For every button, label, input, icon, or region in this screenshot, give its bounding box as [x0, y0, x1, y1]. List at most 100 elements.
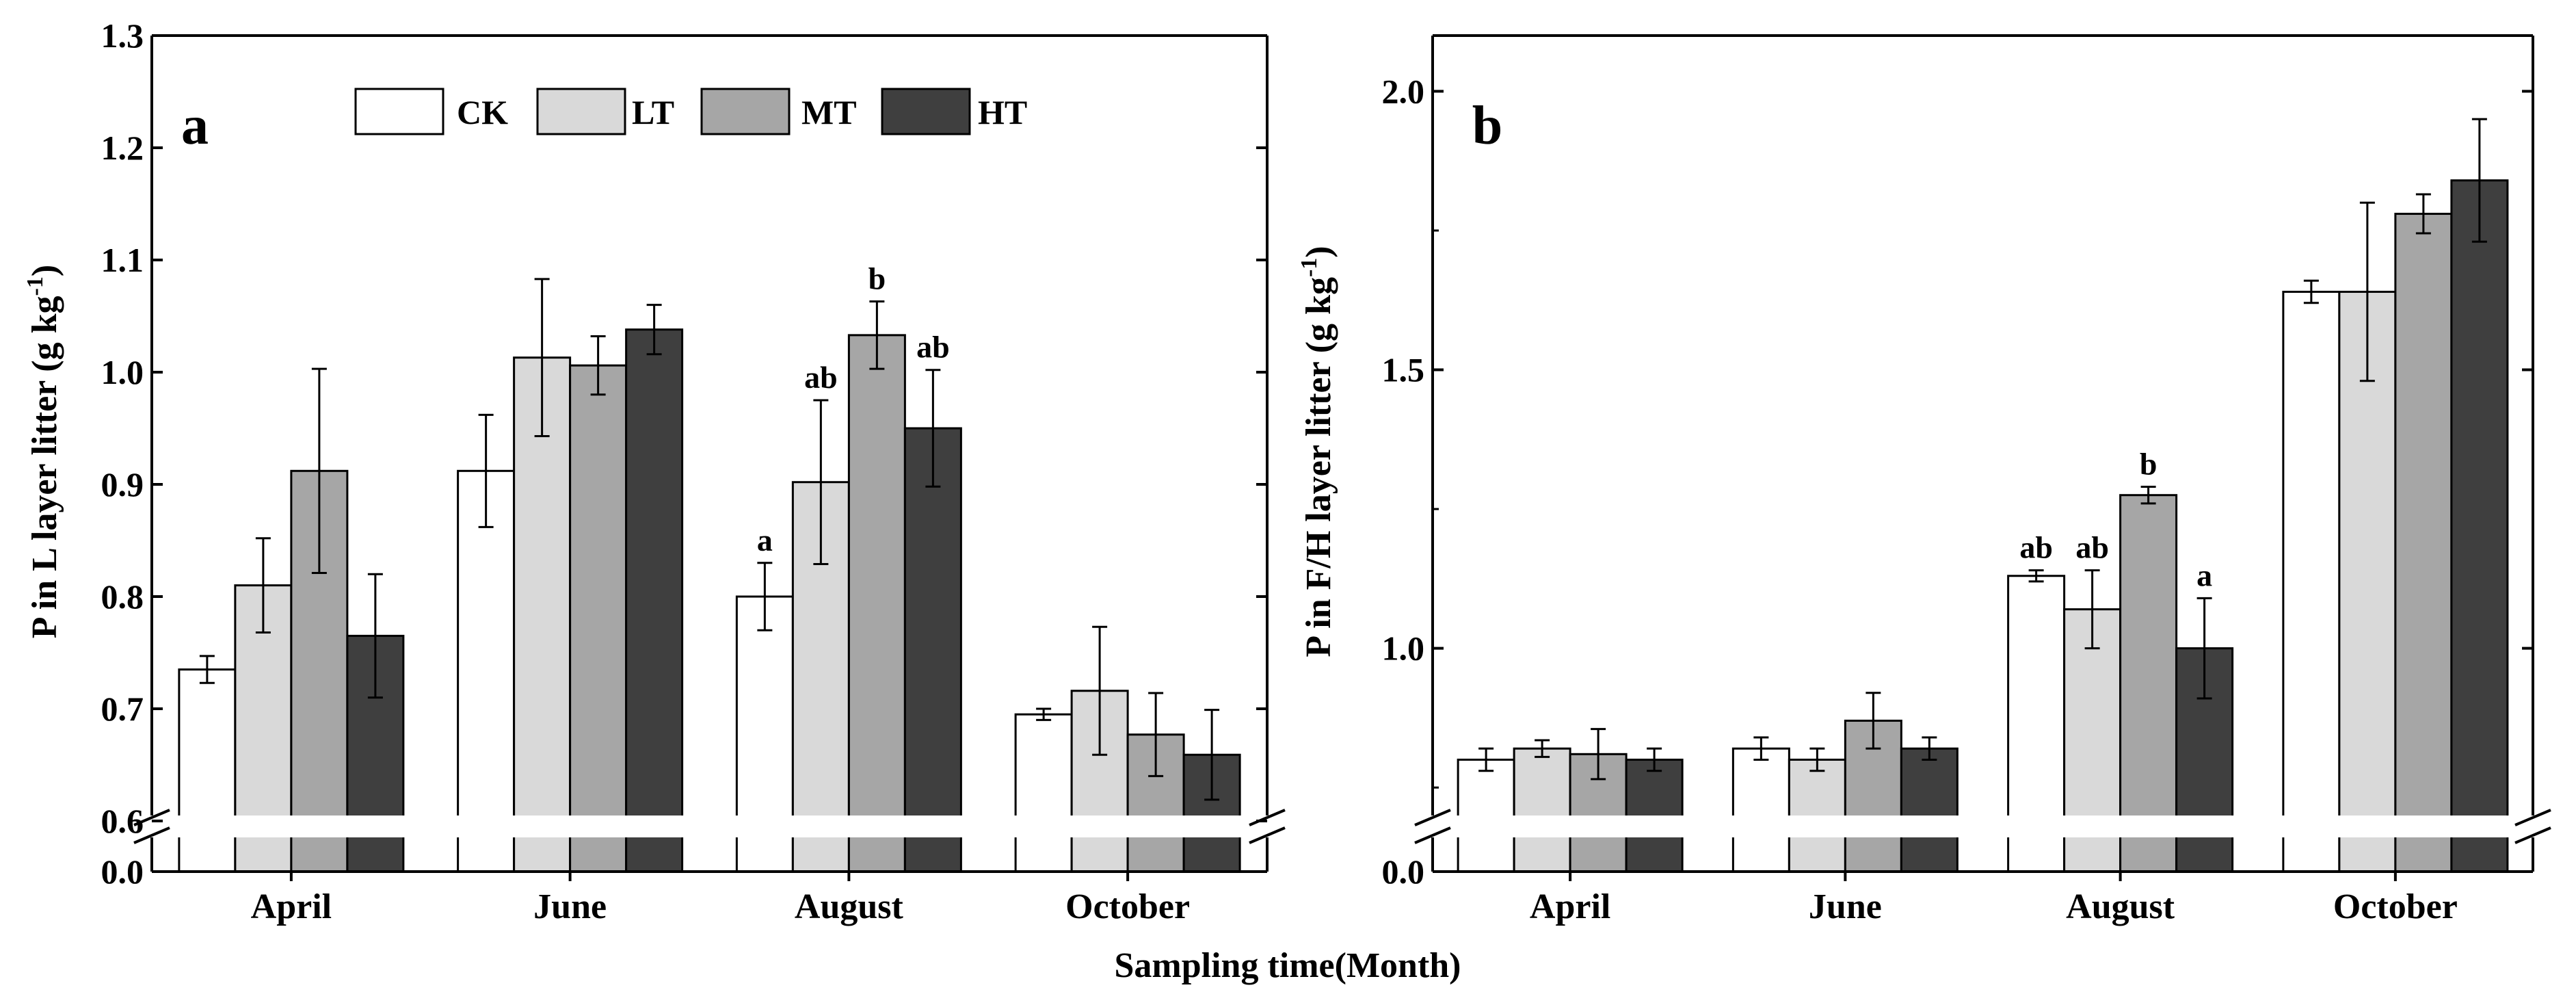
error-bar-mt-june — [590, 335, 606, 396]
bar-ck-june — [457, 469, 516, 873]
break-slash — [2514, 826, 2551, 844]
x-tick-label: October — [1065, 887, 1190, 926]
break-slash — [1249, 826, 1286, 844]
error-bar-lt-october — [1092, 625, 1108, 756]
error-bar-ht-april — [1647, 747, 1662, 772]
y-tick-label: 1.2 — [101, 129, 144, 167]
error-bar-ht-october — [1204, 709, 1220, 801]
axis-break-left — [1414, 809, 1451, 844]
error-bar-lt-august — [2084, 569, 2100, 650]
error-bar-mt-august — [869, 300, 885, 370]
error-bar-lt-june — [1809, 747, 1825, 772]
y-tick-label: 0.6 — [101, 802, 144, 840]
error-bar-lt-october — [2359, 201, 2375, 382]
y-axis-label-main: P in F/H layer litter (g kg — [1299, 277, 1338, 657]
error-bar-mt-april — [1591, 728, 1606, 781]
error-bar-mt-june — [1865, 692, 1881, 750]
error-bar-mt-april — [311, 367, 327, 575]
x-tick-label: August — [795, 887, 904, 926]
legend-label-ck: CK — [457, 93, 508, 131]
error-bar-mt-october — [1148, 692, 1164, 777]
panel-label: b — [1472, 96, 1503, 156]
error-bar-ck-april — [199, 655, 215, 684]
break-slash — [1249, 809, 1286, 826]
y-axis-label-sup: -1 — [1297, 258, 1322, 277]
significance-label: b — [2140, 446, 2157, 481]
bar-ht-june — [625, 328, 684, 873]
y-tick-label: 1.5 — [1382, 351, 1425, 389]
y-tick-label: 0.8 — [101, 577, 144, 616]
y-tick-label: 1.1 — [101, 241, 144, 279]
significance-label: ab — [804, 360, 838, 395]
error-bar-ht-april — [367, 573, 383, 699]
bar-mt-october — [2394, 213, 2453, 873]
x-tick-label: October — [2333, 887, 2458, 926]
y-tick-label: 1.3 — [101, 16, 144, 55]
panel-label: a — [181, 96, 209, 156]
legend-label-ht: HT — [978, 93, 1027, 131]
y-tick-label-zero: 0.0 — [101, 852, 144, 891]
error-bar-lt-august — [813, 399, 829, 565]
significance-label: b — [868, 261, 886, 296]
error-bar-ck-october — [2303, 279, 2319, 304]
y-axis-label-main: P in L layer litter (g kg — [25, 296, 64, 638]
y-tick-label: 0.7 — [101, 690, 144, 728]
error-bar-ck-october — [1036, 707, 1052, 721]
bar-ht-august — [903, 427, 962, 873]
significance-label: ab — [2019, 530, 2053, 565]
x-tick-label: August — [2066, 887, 2175, 926]
break-slash — [133, 809, 170, 826]
error-bar-ht-june — [646, 304, 662, 356]
panel-b: ab ab b a 1.0 1.5 2.0 0.0 April June August October… — [1297, 34, 2560, 926]
error-bar-ck-april — [1478, 747, 1494, 772]
bar-mt-august — [847, 334, 906, 873]
x-tick-label: June — [533, 887, 607, 926]
y-axis-label-close: ) — [25, 265, 64, 276]
legend-swatch-ht — [881, 88, 971, 135]
bar-mt-august — [2119, 494, 2178, 873]
significance-label: ab — [916, 330, 950, 365]
bar-ck-april — [178, 668, 237, 873]
y-axis-label: P in L layer litter (g kg-1) — [23, 265, 64, 638]
bar-lt-april — [1513, 747, 1571, 873]
error-bar-mt-august — [2140, 485, 2156, 505]
y-tick-label: 1.0 — [101, 353, 144, 391]
error-bar-ht-august — [2196, 597, 2212, 700]
error-bar-ck-august — [2028, 569, 2044, 583]
y-axis-label: P in F/H layer litter (g kg-1) — [1297, 246, 1338, 657]
error-bar-ck-august — [757, 562, 773, 631]
bar-ht-october — [2450, 179, 2509, 873]
x-tick-label: April — [1530, 887, 1610, 926]
x-axis-label: Sampling time(Month) — [1115, 946, 1461, 985]
y-tick-label-zero: 0.0 — [1382, 852, 1425, 891]
bar-ck-june — [1731, 747, 1790, 873]
error-bar-lt-april — [255, 537, 271, 634]
x-tick-label: April — [251, 887, 332, 926]
bar-ht-june — [1900, 747, 1958, 873]
axis-break-left — [133, 809, 170, 844]
axis-break-gap — [1405, 815, 2560, 837]
bar-ck-october — [2282, 291, 2341, 873]
break-slash — [133, 826, 170, 844]
error-bar-ht-august — [925, 369, 941, 488]
y-tick-label: 1.0 — [1382, 629, 1425, 668]
legend-swatch-mt — [700, 88, 791, 135]
error-bar-ck-june — [1753, 736, 1769, 761]
y-axis-label-close: ) — [1299, 246, 1338, 257]
x-tick-label: June — [1809, 887, 1882, 926]
break-slash — [1414, 809, 1451, 826]
error-bar-mt-october — [2415, 193, 2431, 235]
axis-break-right — [2514, 809, 2551, 844]
bar-lt-june — [513, 356, 572, 873]
legend: CK LT MT HT — [354, 88, 1027, 135]
legend-label-lt: LT — [632, 93, 674, 131]
error-bar-ck-june — [478, 413, 494, 528]
break-slash — [1414, 826, 1451, 844]
significance-label: a — [757, 523, 773, 558]
bar-ck-october — [1014, 713, 1073, 873]
significance-label: a — [2196, 558, 2212, 592]
error-bar-ht-june — [1922, 736, 1937, 761]
axis-break-right — [1249, 809, 1286, 844]
